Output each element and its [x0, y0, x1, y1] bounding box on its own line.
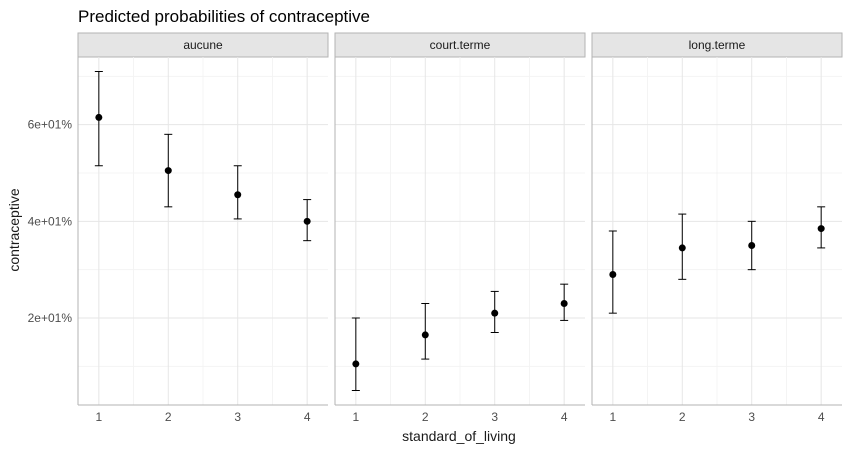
error-bar [351, 317, 360, 391]
x-tick-label: 2 [422, 410, 429, 424]
y-tick-label: 6e+01% [28, 118, 73, 132]
facet-strip-label: aucune [183, 38, 223, 52]
y-tick-label: 2e+01% [28, 311, 73, 325]
x-tick-label: 4 [818, 410, 825, 424]
error-bar [421, 303, 430, 360]
x-tick-label: 1 [609, 410, 616, 424]
data-point [560, 300, 568, 307]
facet-panel-long.terme: long.terme 1 2 3 4 [591, 32, 843, 424]
data-point [748, 242, 756, 249]
x-tick-label: 2 [165, 410, 172, 424]
facet-panel-court.terme: court.terme 1 2 3 4 [334, 32, 586, 424]
data-point [303, 217, 311, 225]
data-point [352, 360, 360, 368]
facet-panel-aucune: aucune 1 2 3 4 [77, 32, 329, 424]
facet-strip-label: long.terme [689, 38, 746, 52]
facet-strip [77, 32, 329, 58]
x-axis-title: standard_of_living [402, 428, 516, 444]
x-tick-label: 3 [234, 410, 241, 424]
x-tick-label: 1 [352, 410, 359, 424]
data-point [491, 309, 499, 317]
facet-strip-label: court.terme [430, 38, 491, 52]
x-tick-label: 2 [679, 410, 686, 424]
x-tick-label: 3 [748, 410, 755, 424]
panels: aucune 1 2 3 4 court.terme 1 2 3 4 long.terme 1 2 3 4 [77, 32, 843, 424]
y-axis: 2e+01% 4e+01% 6e+01% [28, 118, 73, 325]
x-tick-label: 3 [491, 410, 498, 424]
data-point [95, 113, 103, 121]
chart-title: Predicted probabilities of contraceptive [78, 7, 370, 26]
data-point [421, 331, 429, 339]
x-tick-label: 4 [561, 410, 568, 424]
facet-strip [591, 32, 843, 58]
data-point [817, 225, 825, 233]
data-point [678, 244, 686, 252]
x-tick-label: 4 [304, 410, 311, 424]
y-axis-title: contraceptive [6, 188, 22, 271]
data-point [164, 167, 172, 175]
x-tick-label: 1 [95, 410, 102, 424]
data-point [234, 191, 242, 199]
y-tick-label: 4e+01% [28, 214, 73, 228]
data-point [609, 271, 617, 278]
